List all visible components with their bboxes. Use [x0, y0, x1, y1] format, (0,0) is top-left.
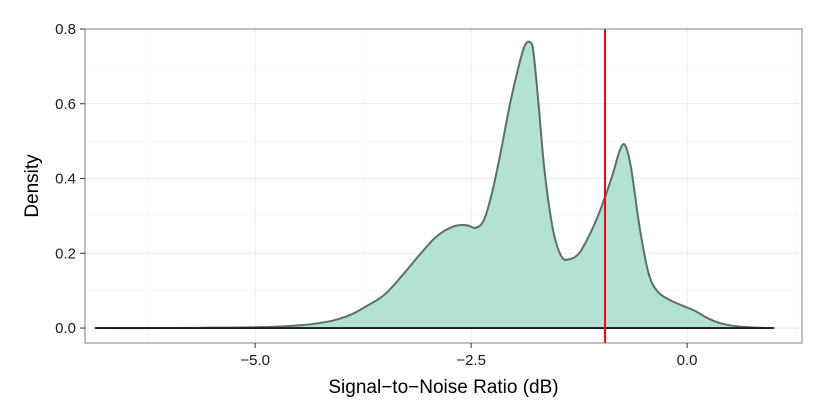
- x-tick-label: −5.0: [240, 352, 270, 369]
- y-tick-label: 0.0: [55, 320, 76, 337]
- y-axis-title: Density: [22, 154, 43, 218]
- y-tick-label: 0.4: [55, 171, 76, 188]
- y-tick-label: 0.6: [55, 96, 76, 113]
- panel-border: [84, 28, 803, 344]
- density-area: [94, 40, 775, 330]
- x-axis-ticks: −5.0 −2.5 0.0: [240, 343, 698, 369]
- y-axis-ticks: 0.0 0.2 0.4 0.6 0.8: [55, 21, 85, 337]
- y-tick-label: 0.8: [55, 21, 76, 38]
- x-tick-label: −2.5: [456, 352, 486, 369]
- x-tick-label: 0.0: [677, 352, 698, 369]
- x-axis-title: Signal−to−Noise Ratio (dB): [328, 377, 558, 398]
- y-tick-label: 0.2: [55, 245, 76, 262]
- minor-gridlines: [85, 29, 802, 343]
- plot-layer: [94, 29, 775, 343]
